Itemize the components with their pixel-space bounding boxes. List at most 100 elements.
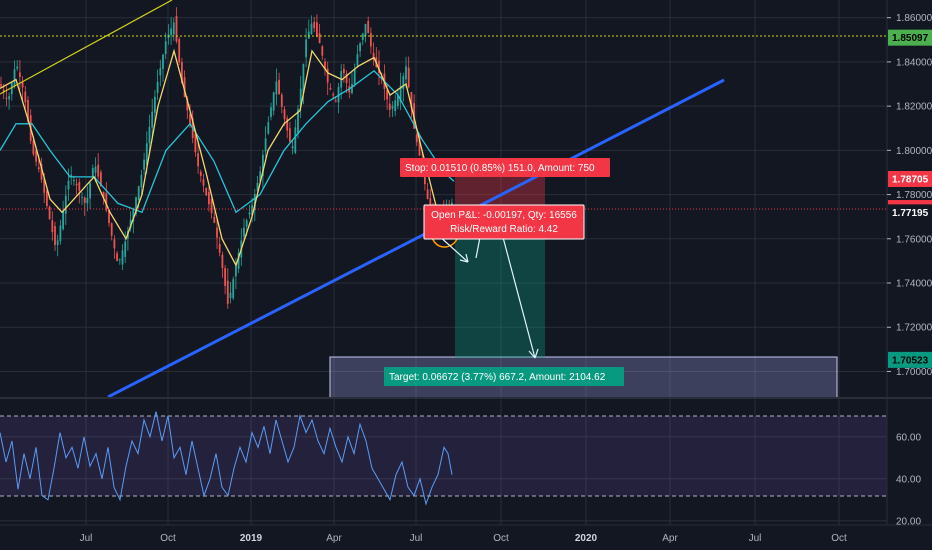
candle-body [202,179,205,186]
candle-body [10,82,13,95]
candle-body [113,239,116,249]
candle-body [170,28,172,36]
candle-body [178,39,181,63]
candle-body [391,105,394,109]
candle-body [86,197,89,204]
candle-body [108,210,110,224]
candle-body [410,92,413,109]
candle-body [81,196,83,198]
price-tick-label: 1.86000 [896,13,932,24]
candle-body [205,187,208,196]
candle-body [124,241,127,257]
candle-body [159,68,162,76]
candle-body [275,81,278,95]
candle-body [208,192,210,205]
time-tick-label: Jul [80,533,93,544]
candle-body [297,108,299,134]
candle-body [324,61,326,70]
candle-body [118,259,121,261]
target-label: Target: 0.06672 (3.77%) 667.2, Amount: 2… [389,372,606,383]
candle-body [54,226,56,246]
rsi-tick-label: 20.00 [896,516,921,527]
blue-trendline[interactable] [107,78,725,399]
candle-body [361,33,364,40]
candle-body [253,194,256,211]
candle-body [162,54,164,69]
candle-body [415,135,418,143]
candle-body [43,178,46,193]
pnl-label-box[interactable] [423,204,585,240]
candle-body [175,16,178,42]
price-tick-label: 1.76000 [896,234,932,245]
time-tick-label: 2020 [575,533,598,544]
candle-body [224,268,226,286]
stop-label-box[interactable] [400,158,610,177]
candle-body [218,243,221,253]
candle-body [313,21,316,29]
slow-moving-average-line[interactable] [0,69,455,214]
price-tick-label: 1.82000 [896,102,932,113]
candle-body [83,197,86,203]
candle-body [75,183,78,186]
candle-body [37,167,40,170]
candle-body [73,180,75,182]
candle-body [16,66,19,69]
candle-body [100,172,102,187]
rsi-pane[interactable] [0,397,932,506]
candle-body [89,182,91,199]
candle-body [345,73,348,83]
candle-body [94,166,97,173]
candle-body [307,31,310,39]
candle-body [46,190,48,207]
time-tick-label: Jul [749,533,762,544]
candle-body [213,216,216,223]
rsi-line[interactable] [0,411,453,506]
candle-body [370,33,372,47]
moving-averages [0,48,455,267]
projection-arrow-1-head [459,253,469,263]
candle-body [51,220,54,233]
candle-body [286,118,289,131]
candle-body [289,128,291,142]
yellow-trendline[interactable] [0,0,173,95]
candle-body [172,22,175,35]
candle-body [129,219,132,229]
candle-body [221,254,224,268]
price-tag-box [888,170,932,187]
target-label-box[interactable] [384,367,624,386]
candle-body [372,52,375,60]
candle-body [2,89,5,93]
candle-body [226,280,229,304]
price-axis[interactable]: 1.86000 1.84000 1.82000 1.80000 1.78000 1.760… [886,0,932,527]
candle-body [40,164,43,180]
candle-body [316,22,318,36]
fast-moving-average-line[interactable] [0,48,454,267]
candle-body [148,126,151,144]
price-tick-label: 1.74000 [896,279,932,290]
profit-target-area[interactable] [455,237,545,358]
candle-body [329,87,332,90]
price-tick-label: 1.72000 [896,323,932,334]
price-tick-label: 1.80000 [896,146,932,157]
candle-body [59,225,62,242]
candle-body [19,72,21,78]
candle-body [386,90,388,100]
position-labels: Stop: 0.01510 (0.85%) 151.0, Amount: 750… [384,158,624,386]
candle-body [364,23,367,37]
candle-body [24,91,27,103]
candle-body [91,168,94,178]
projection-arrow-3[interactable] [499,225,536,359]
candle-body [64,195,67,214]
time-tick-label: Apr [662,533,678,544]
candle-body [310,23,313,35]
candle-body [326,68,329,83]
time-axis[interactable]: Jul Oct 2019 Apr Jul Oct 2020 Apr Jul Oct [0,524,932,544]
candle-body [378,60,380,73]
candle-body [402,76,405,90]
price-tag-box [888,204,932,221]
candle-body [318,33,321,44]
candle-body [48,206,51,220]
